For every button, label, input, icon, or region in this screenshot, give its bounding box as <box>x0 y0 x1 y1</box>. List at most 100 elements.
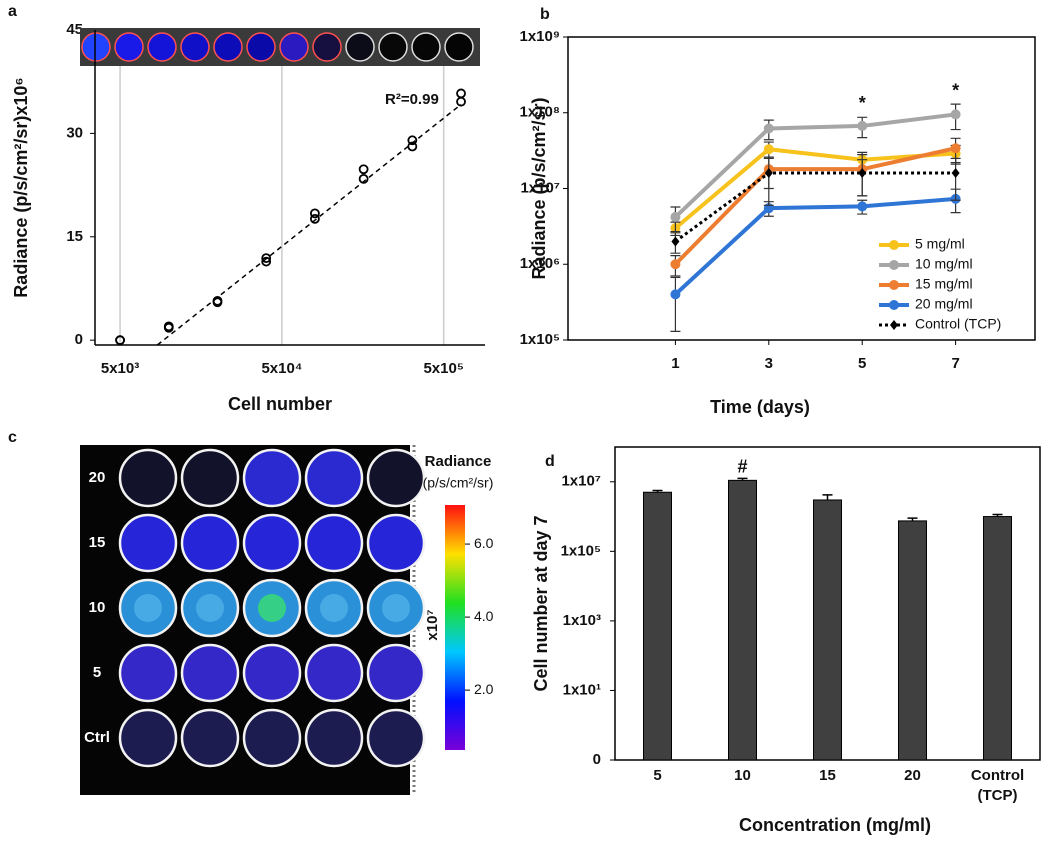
x-tick-label: 15 <box>819 767 836 784</box>
point <box>671 236 680 247</box>
y-tick-label: 0 <box>593 751 601 768</box>
error-bar <box>670 276 681 332</box>
y-tick-label: 1x10³ <box>563 612 601 629</box>
well-signal <box>320 594 348 622</box>
error-bar <box>907 517 918 521</box>
error-bar <box>950 157 961 201</box>
colorbar-unit: (p/s/cm²/sr) <box>423 475 494 491</box>
y-tick-label: 1x10⁷ <box>561 473 601 490</box>
annotation: # <box>737 457 747 477</box>
legend-marker <box>889 260 899 270</box>
point <box>763 123 774 134</box>
row-label: 10 <box>89 599 106 616</box>
y-tick-label: 1x10⁵ <box>561 542 601 559</box>
x-tick-label: 5x10⁵ <box>423 360 463 377</box>
well <box>242 513 302 573</box>
x-axis-title: Concentration (mg/ml) <box>739 815 931 835</box>
series-line <box>674 112 956 219</box>
well <box>242 708 302 768</box>
series-line <box>674 196 956 296</box>
y-axis-title: Radiance (p/s/cm²/sr) <box>529 97 549 279</box>
well <box>118 708 178 768</box>
well <box>180 708 240 768</box>
y-tick-label: 1x10⁷ <box>520 179 560 196</box>
well <box>118 513 178 573</box>
y-tick-label: 1x10⁸ <box>520 104 560 121</box>
well <box>180 513 240 573</box>
y-tick-label: 1x10⁹ <box>520 28 561 45</box>
well-signal <box>196 594 224 622</box>
point <box>858 168 867 179</box>
well-signal <box>134 594 162 622</box>
x-tick-label: 10 <box>734 767 751 784</box>
y-axis-title: Cell number at day 7 <box>531 515 551 691</box>
well <box>114 32 144 62</box>
panel-label: b <box>540 6 550 23</box>
trendline <box>156 103 462 346</box>
y-tick-label: 15 <box>66 228 83 245</box>
y-tick-label: 1x10¹ <box>563 681 601 698</box>
x-tick-label: 5x10⁴ <box>261 360 302 377</box>
y-tick-label: 45 <box>66 21 83 38</box>
point <box>310 208 320 219</box>
error-bar <box>992 513 1003 517</box>
point <box>407 141 418 152</box>
colorbar-multiplier: x10⁷ <box>424 609 441 640</box>
point <box>261 256 272 267</box>
point <box>763 144 774 155</box>
point <box>857 201 868 212</box>
well <box>312 32 342 62</box>
point <box>358 173 369 184</box>
series-line <box>674 171 956 243</box>
well <box>378 32 408 62</box>
colorbar-title: Radiance <box>425 453 492 470</box>
point <box>115 335 125 346</box>
well <box>304 513 364 573</box>
y-tick-label: 1x10⁶ <box>520 255 560 272</box>
well <box>118 643 178 703</box>
well <box>242 448 302 508</box>
row-label: 20 <box>89 469 106 486</box>
x-tick-label: 3 <box>765 355 773 372</box>
annotation: * <box>952 80 959 100</box>
point <box>407 135 418 146</box>
series-line <box>673 146 957 266</box>
point <box>212 295 223 306</box>
colorbar-tick-label: 4.0 <box>474 608 494 624</box>
error-bar <box>822 494 833 500</box>
bar <box>813 499 842 761</box>
y-tick-label: 30 <box>66 124 83 141</box>
well <box>411 32 441 62</box>
well <box>147 32 177 62</box>
x-tick-label: 20 <box>904 767 921 784</box>
legend-label: 15 mg/ml <box>915 276 973 292</box>
legend-label: Control (TCP) <box>915 316 1001 332</box>
colorbar-tick-label: 2.0 <box>474 681 494 697</box>
well <box>246 32 276 62</box>
well <box>118 448 178 508</box>
well <box>304 448 364 508</box>
colorbar-tick-label: 6.0 <box>474 535 494 551</box>
well <box>242 643 302 703</box>
point <box>951 168 960 179</box>
x-tick-label: 5x10³ <box>101 360 139 377</box>
well <box>180 448 240 508</box>
legend-marker <box>889 280 899 290</box>
colorbar <box>445 505 465 750</box>
point <box>764 168 773 179</box>
well <box>81 32 111 62</box>
x-tick-label: 5 <box>858 355 866 372</box>
well <box>366 513 426 573</box>
error-bar <box>652 489 663 493</box>
error-bar <box>763 156 774 206</box>
panel-label: c <box>8 429 17 446</box>
bar <box>983 516 1012 761</box>
well <box>444 32 474 62</box>
annotation: R²=0.99 <box>385 91 439 108</box>
annotation: * <box>859 93 866 113</box>
well <box>279 32 309 62</box>
x-tick-label: 5 <box>653 767 661 784</box>
well-signal <box>382 594 410 622</box>
row-label: 15 <box>89 534 106 551</box>
y-tick-label: 1x10⁵ <box>520 331 560 348</box>
